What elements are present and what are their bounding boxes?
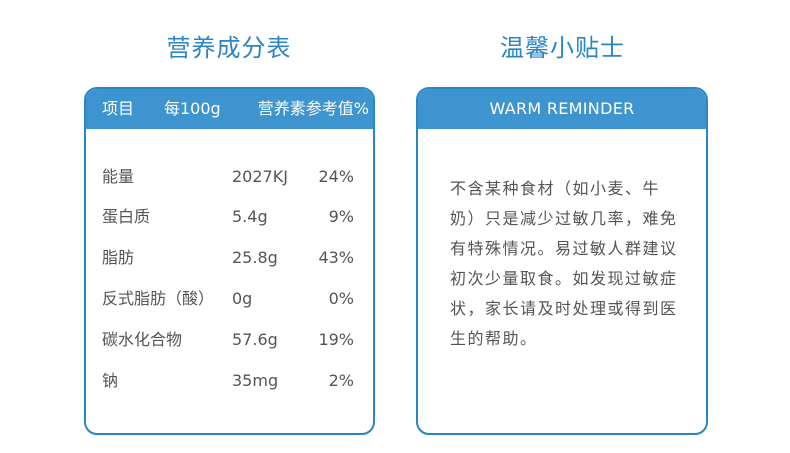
table-row: 能量 2027KJ 24% [86,165,373,189]
nutrient-amount: 5.4g [232,207,268,226]
nutrient-nrv: 9% [328,207,354,226]
reminder-text: 不含某种食材（如小麦、牛奶）只是减少过敏几率，难免有特殊情况。易过敏人群建议初次… [450,179,678,348]
nutrient-amount: 25.8g [232,248,278,267]
nutrient-nrv: 19% [318,330,354,349]
header-nrv: 营养素参考值% [257,99,369,118]
table-row: 钠 35mg 2% [86,369,373,393]
nutrient-name: 碳水化合物 [102,330,183,349]
nutrient-name: 脂肪 [102,248,135,267]
nutrition-table-header: 项目 每100g 营养素参考值% [86,89,373,129]
table-row: 脂肪 25.8g 43% [86,246,373,270]
nutrient-amount: 57.6g [232,330,278,349]
nutrient-amount: 2027KJ [232,167,288,186]
table-row: 反式脂肪（酸） 0g 0% [86,287,373,311]
nutrient-name: 反式脂肪（酸） [102,289,215,308]
nutrient-nrv: 43% [318,248,354,267]
nutrient-name: 蛋白质 [102,207,151,226]
nutrient-amount: 0g [232,289,253,308]
header-item: 项目 [102,99,135,118]
reminder-card: WARM REMINDER 不含某种食材（如小麦、牛奶）只是减少过敏几率，难免有… [416,87,708,435]
nutrient-nrv: 2% [328,371,354,390]
table-row: 碳水化合物 57.6g 19% [86,328,373,352]
nutrient-nrv: 24% [318,167,354,186]
nutrient-name: 能量 [102,167,135,186]
reminder-header: WARM REMINDER [418,89,706,129]
nutrient-name: 钠 [102,371,119,390]
header-per-100g: 每100g [164,99,221,118]
table-row: 蛋白质 5.4g 9% [86,205,373,229]
reminder-title: 温馨小贴士 [500,34,625,62]
nutrient-amount: 35mg [232,371,279,390]
nutrient-nrv: 0% [328,289,354,308]
nutrition-table-card: 项目 每100g 营养素参考值% 能量 2027KJ 24% 蛋白质 5.4g … [84,87,375,435]
nutrition-title: 营养成分表 [166,34,292,62]
